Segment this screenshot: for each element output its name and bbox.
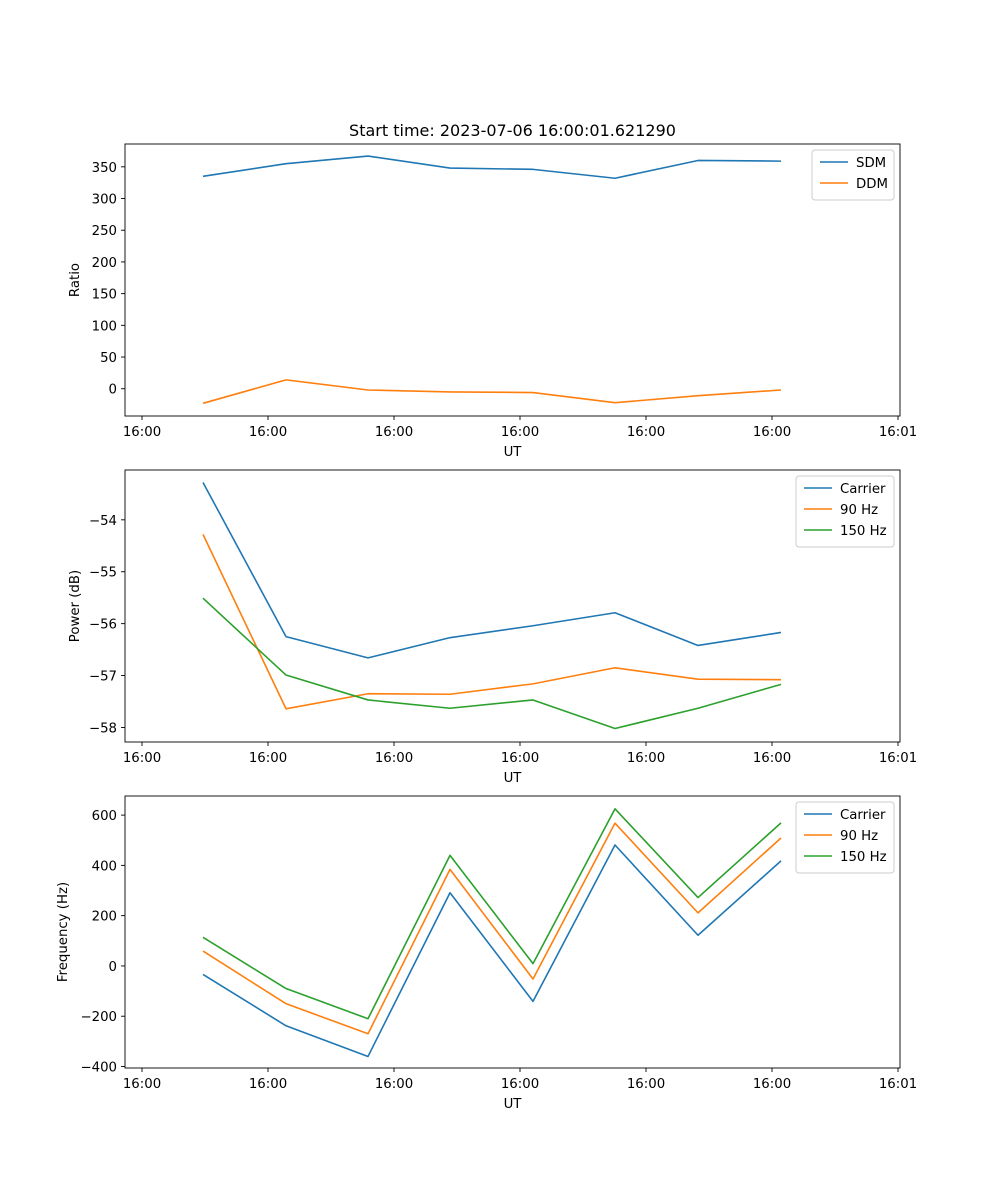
y-axis-label: Frequency (Hz): [56, 882, 71, 982]
legend-entry-label: Carrier: [840, 808, 886, 823]
y-tick-label: 200: [92, 256, 117, 271]
x-tick-label: 16:00: [249, 751, 287, 766]
y-tick-label: 200: [92, 910, 117, 925]
axes-frame: [124, 795, 901, 1069]
y-axis-label: Ratio: [68, 263, 83, 297]
x-tick-label: 16:00: [501, 425, 539, 440]
y-tick-label: 0: [109, 960, 117, 975]
chart-2: 16:00 16:00 16:00 16:00 16:00 16:00 16:01 −58 −5…: [68, 469, 917, 786]
y-tick-label: −200: [80, 1010, 117, 1025]
chart-3: 16:00 16:00 16:00 16:00 16:00 16:00 16:01 −400 −…: [56, 795, 917, 1112]
legend-entry-label: SDM: [856, 156, 886, 171]
series-line-90-hz: [202, 534, 782, 710]
axes-frame: [124, 143, 901, 417]
y-tick-label: 400: [92, 859, 117, 874]
x-tick-label: 16:01: [879, 751, 917, 766]
y-tick-label: −58: [89, 721, 117, 736]
x-tick-label: 16:00: [249, 1077, 287, 1092]
legend: SDM DDM: [811, 149, 895, 201]
legend-entry-label: 150 Hz: [840, 524, 887, 539]
x-tick-label: 16:00: [627, 425, 665, 440]
x-tick-label: 16:00: [375, 1077, 413, 1092]
x-tick-label: 16:00: [123, 751, 161, 766]
x-tick-label: 16:00: [753, 751, 791, 766]
x-tick-label: 16:01: [879, 1077, 917, 1092]
y-tick-label: 600: [92, 809, 117, 824]
x-tick-label: 16:01: [879, 425, 917, 440]
y-tick-label: −55: [89, 566, 117, 581]
y-tick-label: 0: [109, 383, 117, 398]
x-axis-label: UT: [504, 445, 523, 460]
series-line-carrier: [202, 482, 782, 659]
x-tick-label: 16:00: [627, 1077, 665, 1092]
chart-1: Start time: 2023-07-06 16:00:01.621290 16…: [68, 121, 917, 460]
y-tick-label: 350: [92, 161, 117, 176]
y-tick-label: 50: [100, 351, 117, 366]
x-axis-label: UT: [504, 771, 523, 786]
y-tick-label: −400: [80, 1060, 117, 1075]
y-tick-label: −54: [89, 514, 117, 529]
y-axis-label: Power (dB): [68, 570, 83, 642]
x-tick-label: 16:00: [375, 751, 413, 766]
y-tick-label: −56: [89, 618, 117, 633]
x-axis-label: UT: [504, 1097, 523, 1112]
x-tick-label: 16:00: [249, 425, 287, 440]
series-line-90-hz: [202, 822, 782, 1035]
x-tick-label: 16:00: [375, 425, 413, 440]
x-tick-label: 16:00: [753, 425, 791, 440]
legend-entry-label: 150 Hz: [840, 850, 887, 865]
series-line-150-hz: [202, 808, 782, 1020]
y-tick-label: 150: [92, 288, 117, 303]
y-tick-label: 100: [92, 319, 117, 334]
legend-entry-label: 90 Hz: [840, 503, 878, 518]
legend: Carrier 90 Hz 150 Hz: [795, 801, 895, 874]
legend: Carrier 90 Hz 150 Hz: [795, 475, 895, 548]
x-tick-label: 16:00: [501, 1077, 539, 1092]
x-tick-label: 16:00: [501, 751, 539, 766]
x-tick-label: 16:00: [123, 1077, 161, 1092]
x-tick-label: 16:00: [627, 751, 665, 766]
y-tick-label: 250: [92, 224, 117, 239]
series-line-carrier: [202, 844, 782, 1058]
y-tick-label: 300: [92, 193, 117, 208]
legend-entry-label: 90 Hz: [840, 829, 878, 844]
legend-entry-label: Carrier: [840, 482, 886, 497]
chart-title: Start time: 2023-07-06 16:00:01.621290: [349, 121, 676, 140]
series-line-ddm: [202, 379, 782, 405]
y-tick-label: −57: [89, 670, 117, 685]
legend-entry-label: DDM: [856, 177, 888, 192]
axes-frame: [124, 469, 901, 743]
series-line-150-hz: [202, 597, 782, 730]
series-line-sdm: [202, 155, 782, 180]
x-tick-label: 16:00: [753, 1077, 791, 1092]
x-tick-label: 16:00: [123, 425, 161, 440]
